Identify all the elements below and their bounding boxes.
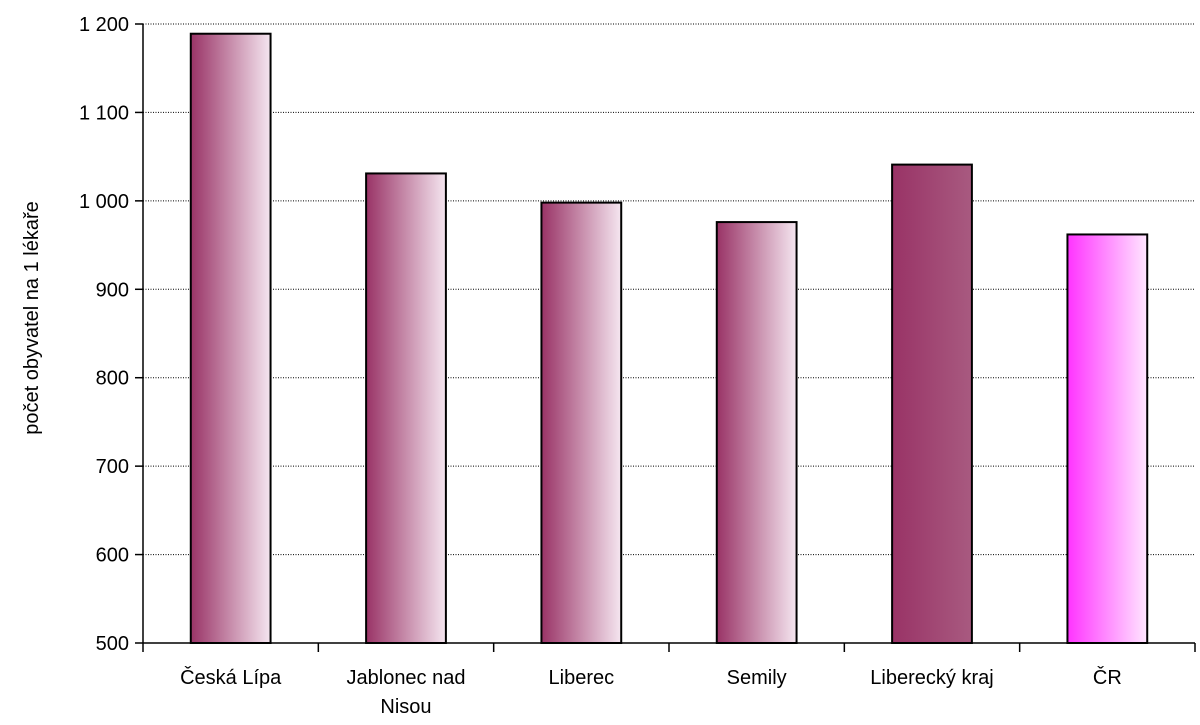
y-axis-title: počet obyvatel na 1 lékaře xyxy=(21,201,43,435)
x-tick-label: Semily xyxy=(727,667,787,689)
bar xyxy=(715,221,798,645)
axes xyxy=(135,23,1196,652)
y-tick-label: 900 xyxy=(96,279,129,301)
bar xyxy=(540,201,623,645)
x-tick-label: Liberecký kraj xyxy=(870,667,993,689)
x-tick-label: ČR xyxy=(1093,666,1122,689)
y-tick-label: 1 100 xyxy=(79,102,129,124)
bars xyxy=(189,32,1149,645)
x-tick-labels: Česká Lípa Jablonec nad Nisou Liberec Semily… xyxy=(180,666,1122,718)
x-tick-label: Liberec xyxy=(549,667,615,689)
y-tick-label: 800 xyxy=(96,368,129,390)
y-tick-label: 1 200 xyxy=(79,14,129,36)
x-tick-label: Jablonec nad Nisou xyxy=(347,667,466,718)
y-tick-label: 500 xyxy=(96,633,129,655)
y-tick-label: 600 xyxy=(96,545,129,567)
bar xyxy=(189,32,272,644)
bar xyxy=(1066,233,1149,645)
y-tick-label: 1 000 xyxy=(79,191,129,213)
y-tick-labels: 500 600 700 800 900 1 000 1 100 1 200 xyxy=(79,14,129,655)
bar xyxy=(365,172,447,645)
x-tick-label: Česká Lípa xyxy=(180,666,282,689)
bar xyxy=(891,163,973,644)
y-tick-label: 700 xyxy=(96,456,129,478)
gridlines xyxy=(143,23,1195,556)
